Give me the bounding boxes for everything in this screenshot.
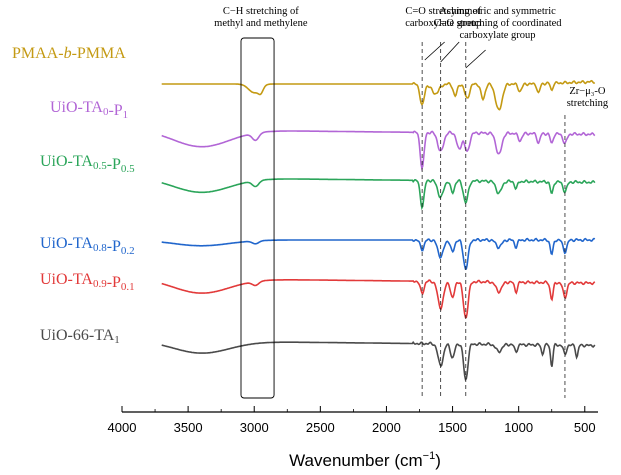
series-line-3: [161, 237, 596, 270]
arrow-co-2: [440, 41, 460, 63]
annotations: C−H stretching of methyl and methylene C=O…: [214, 6, 609, 109]
x-tick-label-0: 4000: [108, 420, 137, 435]
x-tick-label-1: 3500: [174, 420, 203, 435]
series-labels: PMAA-b-PMMA UiO-TA0-P1 UiO-TA0.5-P0.5 UiO-T…: [12, 45, 135, 346]
annotation-3: Zr−μ₃-O stretching: [567, 86, 609, 109]
arrow-coord: [465, 49, 486, 69]
series-line-2: [161, 178, 596, 211]
series-line-0: [161, 79, 596, 111]
series-label-4: UiO-TA0.9-P0.1: [40, 271, 135, 293]
annotation-2: Asymmetric and symmetric C=O stretching o…: [433, 6, 562, 41]
series-line-4: [161, 278, 596, 319]
x-axis: 4000 3500 3000 2500 2000 1500 1000 500: [108, 406, 598, 435]
ch-stretch-box: [240, 37, 275, 399]
x-tick-label-6: 1000: [504, 420, 533, 435]
arrow-co-1: [424, 41, 445, 61]
series-group: [161, 79, 596, 381]
series-label-0: PMAA-b-PMMA: [12, 45, 126, 62]
x-tick-label-5: 1500: [438, 420, 467, 435]
series-label-2: UiO-TA0.5-P0.5: [40, 153, 135, 175]
x-tick-label-3: 2500: [306, 420, 335, 435]
x-axis-label: Wavenumber (cm−1): [289, 450, 441, 470]
x-tick-label-2: 3000: [240, 420, 269, 435]
annotation-1: C=O stretching of carboxylate group: [405, 6, 482, 29]
series-label-1: UiO-TA0-P1: [50, 99, 128, 121]
series-line-1: [161, 130, 596, 172]
x-tick-label-7: 500: [574, 420, 596, 435]
series-line-5: [161, 340, 596, 381]
series-label-3: UiO-TA0.8-P0.2: [40, 235, 135, 257]
x-tick-label-4: 2000: [372, 420, 401, 435]
series-label-5: UiO-66-TA1: [40, 327, 120, 346]
reference-lines: [421, 42, 566, 398]
annotation-0: C−H stretching of methyl and methylene: [214, 6, 308, 29]
